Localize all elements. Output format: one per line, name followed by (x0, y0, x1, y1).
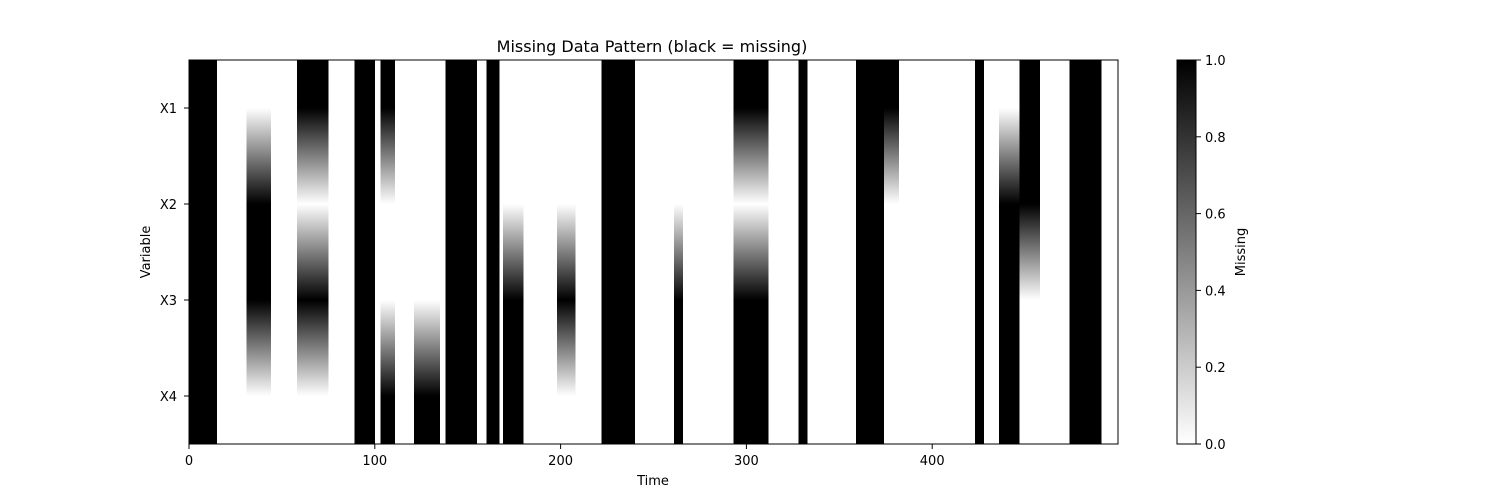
missing-interval-89-100 (354, 60, 375, 444)
missing-interval-447-458 (1019, 60, 1040, 444)
missing-interval-436-447 (999, 60, 1020, 444)
plot-frame (188, 59, 1119, 445)
missing-interval-423-428 (974, 60, 985, 444)
missing-interval-359-374 (856, 60, 884, 444)
missing-interval-121-135 (413, 60, 440, 444)
x-tick-label: 200 (548, 454, 573, 469)
colorbar-tick-label: 0.6 (1205, 208, 1226, 223)
missing-interval-169-180 (503, 60, 524, 444)
y-axis-ticks: X1 X2 X3 X4 (160, 102, 189, 405)
colorbar: 0.0 0.2 0.4 0.6 0.8 1.0 Missing (1176, 54, 1249, 453)
colorbar-tick-label: 1.0 (1205, 54, 1226, 69)
y-axis-label: Variable (139, 226, 154, 279)
chart-title: Missing Data Pattern (black = missing) (497, 37, 808, 56)
x-tick-label: 400 (920, 454, 945, 469)
x-tick-label: 100 (362, 454, 387, 469)
missing-interval-261-266 (673, 60, 684, 444)
missing-interval-58-75 (296, 60, 329, 444)
colorbar-tick-label: 0.0 (1205, 438, 1226, 453)
y-tick-label-x1: X1 (160, 102, 177, 117)
missing-interval-103-111 (380, 60, 396, 444)
missing-interval-293-312 (733, 60, 769, 444)
missing-interval-222-240 (601, 60, 635, 444)
colorbar-tick-label: 0.2 (1205, 361, 1226, 376)
x-tick-label: 300 (734, 454, 759, 469)
y-tick-label-x4: X4 (160, 390, 177, 405)
missing-interval-374-382 (883, 60, 899, 444)
missing-interval-328-333 (798, 60, 808, 444)
missing-interval-198-208 (556, 60, 576, 444)
colorbar-gradient (1176, 59, 1197, 445)
colorbar-label: Missing (1234, 228, 1249, 276)
y-tick-label-x3: X3 (160, 294, 177, 309)
colorbar-ticks: 0.0 0.2 0.4 0.6 0.8 1.0 (1196, 54, 1226, 453)
missing-interval-138-155 (445, 60, 477, 444)
x-tick-label: 0 (185, 454, 193, 469)
missing-interval-474-491 (1069, 60, 1102, 444)
heatmap-cells (189, 60, 1102, 444)
x-axis-ticks: 0 100 200 300 400 (185, 444, 945, 469)
missing-interval-0-15 (189, 60, 217, 444)
y-tick-label-x2: X2 (160, 198, 177, 213)
missing-interval-160-167 (486, 60, 500, 444)
heatmap-plot-area (188, 59, 1119, 445)
plot-background (189, 60, 1118, 444)
x-axis-label: Time (636, 474, 669, 489)
colorbar-tick-label: 0.4 (1205, 284, 1226, 299)
missing-interval-31-44 (246, 60, 271, 444)
colorbar-tick-label: 0.8 (1205, 131, 1226, 146)
